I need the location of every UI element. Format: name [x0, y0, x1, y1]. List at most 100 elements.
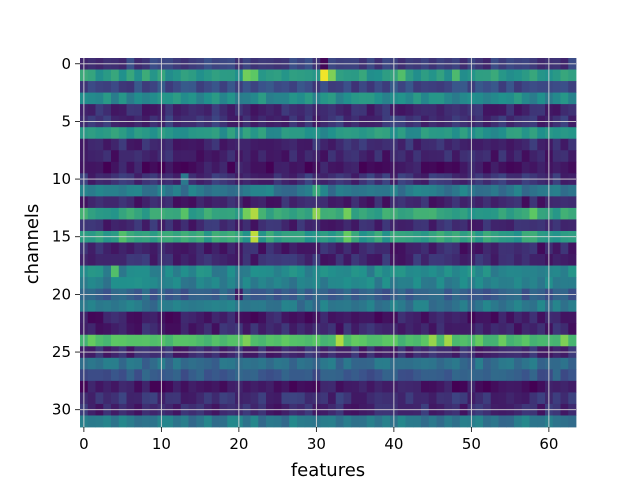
heatmap-cell: [211, 254, 220, 266]
heatmap-cell: [188, 334, 197, 347]
heatmap-cell: [413, 254, 422, 266]
heatmap-cell: [118, 207, 127, 220]
heatmap-cell: [506, 81, 515, 93]
heatmap-cell: [149, 104, 158, 117]
heatmap-cell: [188, 265, 197, 278]
heatmap-cell: [514, 392, 523, 405]
heatmap-cell: [514, 138, 523, 151]
heatmap-cell: [211, 150, 220, 163]
heatmap-cell: [188, 196, 197, 209]
heatmap-cell: [529, 334, 538, 347]
heatmap-cell: [180, 207, 189, 220]
heatmap-cell: [87, 392, 96, 405]
heatmap-cell: [165, 150, 174, 163]
heatmap-cell: [366, 369, 375, 382]
heatmap-cell: [242, 415, 251, 428]
heatmap-cell: [204, 311, 213, 324]
heatmap-cell: [459, 392, 468, 405]
heatmap-cell: [227, 311, 236, 324]
heatmap-cell: [459, 369, 468, 382]
heatmap-cell: [289, 265, 298, 278]
heatmap-cell: [87, 311, 96, 324]
heatmap-cell: [118, 277, 127, 290]
heatmap-cell: [359, 184, 368, 197]
heatmap-cell: [343, 415, 352, 428]
heatmap-cell: [196, 127, 205, 140]
heatmap-cell: [382, 138, 391, 151]
heatmap-cell: [459, 207, 468, 220]
heatmap-cell: [211, 219, 220, 232]
heatmap-cell: [537, 369, 546, 382]
heatmap-cell: [483, 184, 492, 197]
heatmap-cell: [297, 150, 306, 163]
heatmap-cell: [281, 81, 290, 93]
heatmap-cell: [405, 127, 414, 140]
heatmap-cell: [514, 369, 523, 382]
heatmap-cell: [118, 69, 127, 82]
heatmap-cell: [382, 380, 391, 393]
heatmap-cell: [320, 254, 329, 266]
heatmap-cell: [328, 161, 337, 174]
heatmap-cell: [173, 369, 182, 382]
heatmap-cell: [273, 323, 282, 336]
heatmap-cell: [498, 380, 507, 393]
heatmap-cell: [351, 69, 360, 82]
heatmap-cell: [413, 92, 422, 105]
heatmap-cell: [126, 184, 135, 197]
heatmap-cell: [103, 219, 112, 232]
heatmap-cell: [552, 415, 561, 428]
heatmap-cell: [428, 104, 437, 117]
heatmap-cell: [219, 369, 228, 382]
heatmap-cell: [498, 138, 507, 151]
heatmap-cell: [382, 150, 391, 163]
heatmap-cell: [436, 392, 445, 405]
heatmap-cell: [514, 380, 523, 393]
heatmap-cell: [506, 415, 515, 428]
heatmap-cell: [211, 265, 220, 278]
heatmap-cell: [242, 150, 251, 163]
heatmap-cell: [227, 392, 236, 405]
heatmap-cell: [552, 207, 561, 220]
heatmap-cell: [436, 196, 445, 209]
heatmap-cell: [211, 392, 220, 405]
heatmap-cell: [227, 323, 236, 336]
heatmap-cell: [475, 380, 484, 393]
heatmap-cell: [95, 369, 104, 382]
heatmap-cell: [142, 254, 151, 266]
heatmap-cell: [297, 69, 306, 82]
heatmap-cell: [475, 369, 484, 382]
heatmap-cell: [506, 323, 515, 336]
heatmap-cell: [428, 300, 437, 313]
heatmap-cell: [382, 300, 391, 313]
heatmap-cell: [514, 69, 523, 82]
heatmap-cell: [413, 369, 422, 382]
heatmap-cell: [328, 369, 337, 382]
heatmap-cell: [374, 254, 383, 266]
heatmap-cell: [87, 81, 96, 93]
heatmap-cell: [250, 207, 259, 220]
heatmap-cell: [242, 300, 251, 313]
heatmap-cell: [320, 150, 329, 163]
heatmap-cell: [529, 81, 538, 93]
heatmap-cell: [506, 369, 515, 382]
heatmap-cell: [297, 380, 306, 393]
heatmap-cell: [529, 138, 538, 151]
heatmap-cell: [258, 138, 267, 151]
heatmap-cell: [521, 357, 530, 370]
heatmap-cell: [219, 380, 228, 393]
heatmap-cell: [397, 219, 406, 232]
heatmap-cell: [134, 207, 143, 220]
heatmap-cell: [374, 380, 383, 393]
heatmap-cell: [219, 184, 228, 197]
heatmap-cell: [134, 150, 143, 163]
heatmap-cell: [359, 277, 368, 290]
heatmap-cell: [289, 277, 298, 290]
heatmap-cell: [568, 150, 577, 163]
heatmap-cell: [475, 311, 484, 324]
heatmap-cell: [413, 104, 422, 117]
heatmap-cell: [304, 242, 313, 255]
heatmap-cell: [421, 184, 430, 197]
heatmap-cell: [343, 357, 352, 370]
heatmap-cell: [304, 265, 313, 278]
heatmap-cell: [397, 369, 406, 382]
